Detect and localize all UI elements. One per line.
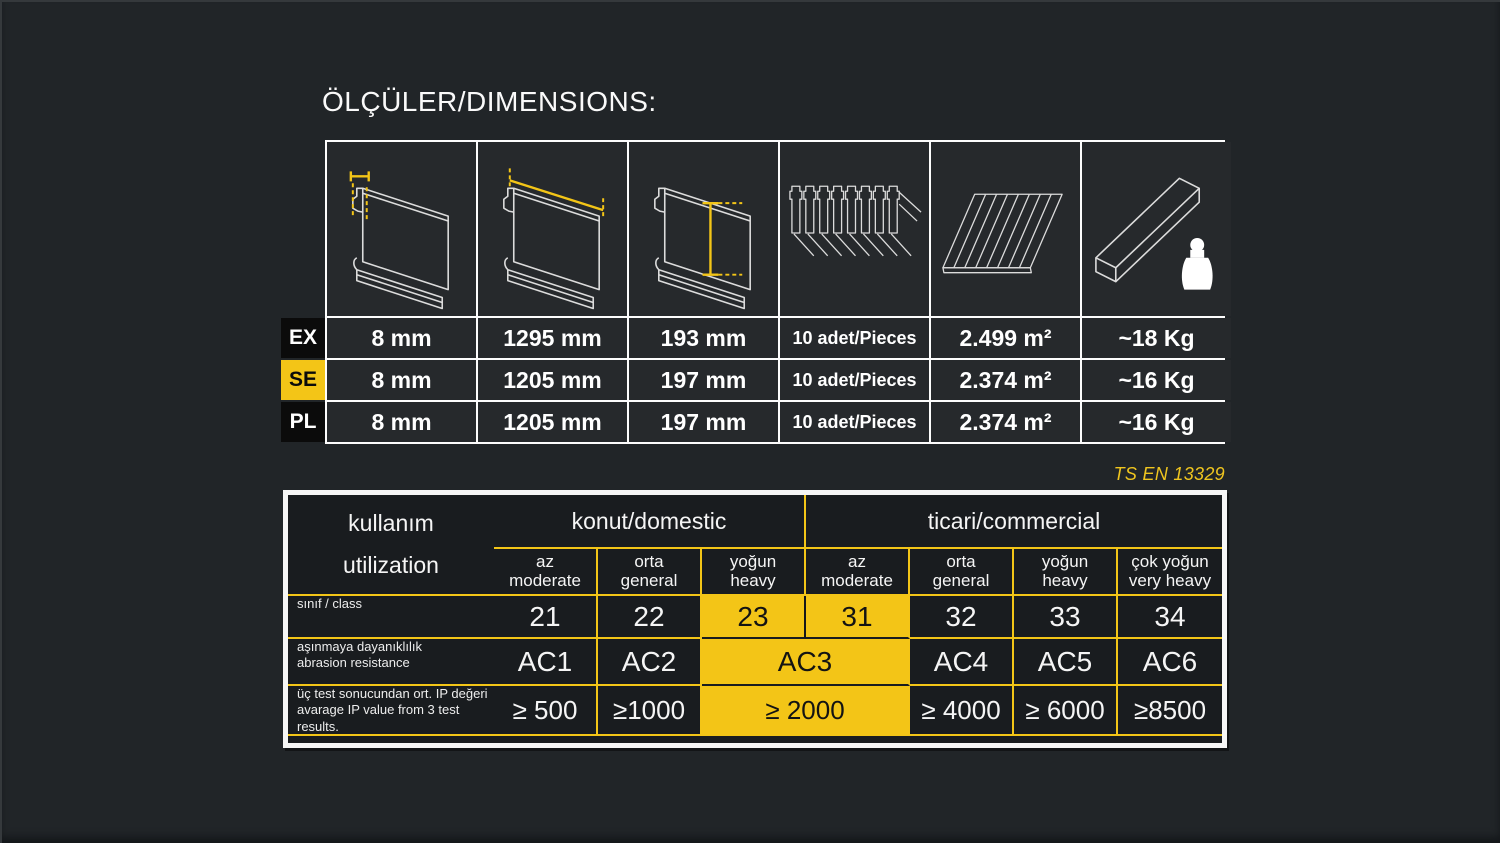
ip-value: ≥ 4000 <box>910 686 1014 736</box>
abrasion-value: AC2 <box>598 639 702 686</box>
dimensions-table: 8 mm 1295 mm 193 mm 10 adet/Pieces 2.499… <box>325 140 1231 444</box>
icon-cell <box>1082 142 1231 316</box>
page-title: ÖLÇÜLER/DIMENSIONS: <box>322 86 657 117</box>
dimension-row-labels: EX SE PL <box>281 318 325 442</box>
dim-value: 1205 mm <box>478 360 627 400</box>
dim-value: 10 adet/Pieces <box>780 360 929 400</box>
class-value: 32 <box>910 596 1014 639</box>
class-value: 21 <box>494 596 598 639</box>
class-value-highlight: 31 <box>806 596 910 639</box>
dim-value: 8 mm <box>327 402 476 442</box>
weight-icon <box>1181 237 1213 290</box>
class-value-highlight: 23 <box>702 596 806 639</box>
dim-value: 10 adet/Pieces <box>780 318 929 358</box>
dim-value: ~16 Kg <box>1082 402 1231 442</box>
usage-header: az moderate <box>494 549 598 596</box>
abrasion-value: AC4 <box>910 639 1014 686</box>
ip-row-label: üç test sonucundan ort. IP değeri avarag… <box>288 686 494 736</box>
icon-cell <box>780 142 929 316</box>
class-value: 33 <box>1014 596 1118 639</box>
dim-value: 2.499 m² <box>931 318 1080 358</box>
usage-header: orta general <box>910 549 1014 596</box>
dim-value: 8 mm <box>327 318 476 358</box>
class-value: 22 <box>598 596 702 639</box>
group-header-commercial: ticari/commercial <box>806 495 1222 549</box>
area-sheet-icon <box>942 193 1063 274</box>
ip-value: ≥ 500 <box>494 686 598 736</box>
usage-header: çok yoğun very heavy <box>1118 549 1222 596</box>
row-label-se: SE <box>281 360 325 400</box>
abrasion-value: AC6 <box>1118 639 1222 686</box>
ip-value-highlight: ≥ 2000 <box>702 686 910 736</box>
ip-value: ≥8500 <box>1118 686 1222 736</box>
dim-value: 2.374 m² <box>931 402 1080 442</box>
icon-cell <box>478 142 627 316</box>
usage-header: orta general <box>598 549 702 596</box>
pieces-stack-icon <box>789 185 922 257</box>
icon-cell <box>327 142 476 316</box>
dim-value: 10 adet/Pieces <box>780 402 929 442</box>
abrasion-value: AC1 <box>494 639 598 686</box>
icon-cell <box>931 142 1080 316</box>
panel-length-icon <box>503 168 605 310</box>
usage-header: yoğun heavy <box>1014 549 1118 596</box>
abrasion-value-highlight: AC3 <box>702 639 910 686</box>
standard-reference: TS EN 13329 <box>1113 464 1225 484</box>
corner-header-tr: kullanım <box>348 510 434 537</box>
corner-header: kullanım utilization <box>288 495 494 596</box>
dim-value: 2.374 m² <box>931 360 1080 400</box>
abrasion-value: AC5 <box>1014 639 1118 686</box>
class-row-label: sınıf / class <box>288 596 494 639</box>
dim-value: ~18 Kg <box>1082 318 1231 358</box>
dim-value: 8 mm <box>327 360 476 400</box>
dim-value: 193 mm <box>629 318 778 358</box>
dim-value: ~16 Kg <box>1082 360 1231 400</box>
row-label-pl: PL <box>281 402 325 442</box>
ip-value: ≥ 6000 <box>1014 686 1118 736</box>
abrasion-row-label: aşınmaya dayanıklılık abrasion resistanc… <box>288 639 494 686</box>
group-header-domestic: konut/domestic <box>494 495 806 549</box>
corner-header-en: utilization <box>343 551 439 578</box>
row-label-ex: EX <box>281 318 325 358</box>
icon-cell <box>629 142 778 316</box>
panel-thickness-icon <box>349 171 449 310</box>
usage-header: az moderate <box>806 549 910 596</box>
dim-value: 197 mm <box>629 360 778 400</box>
dim-value: 197 mm <box>629 402 778 442</box>
dim-value: 1295 mm <box>478 318 627 358</box>
panel-height-icon <box>654 187 751 310</box>
class-value: 34 <box>1118 596 1222 639</box>
classification-table: kullanım utilization konut/domestic tica… <box>283 490 1227 748</box>
package-weight-icon <box>1095 177 1213 290</box>
usage-header: yoğun heavy <box>702 549 806 596</box>
dim-value: 1205 mm <box>478 402 627 442</box>
ip-value: ≥1000 <box>598 686 702 736</box>
